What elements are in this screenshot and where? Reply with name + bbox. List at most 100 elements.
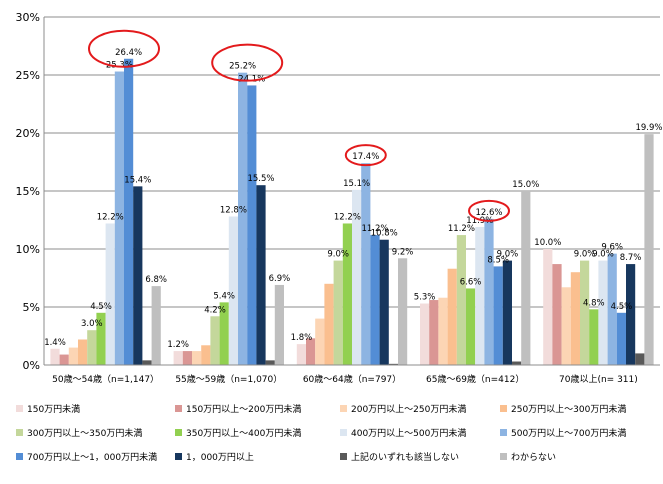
highlight-ellipse xyxy=(88,29,160,68)
bar xyxy=(151,286,161,365)
legend-label: 250万円以上～300万円未満 xyxy=(511,403,626,415)
bar xyxy=(438,297,448,365)
data-label: 9.6% xyxy=(601,243,623,253)
bar xyxy=(192,351,202,365)
x-category-label: 65歳～69歳（n=412） xyxy=(426,373,524,385)
legend-label: 150万円以上～200万円未満 xyxy=(186,403,301,415)
bar xyxy=(247,85,257,365)
bar xyxy=(420,303,430,365)
data-label: 9.2% xyxy=(392,247,414,257)
x-category-label: 55歳～59歳（n=1,070） xyxy=(175,373,282,385)
legend-swatch xyxy=(16,453,23,460)
highlight-ellipse xyxy=(211,43,284,82)
bar xyxy=(493,266,503,365)
data-label: 1.2% xyxy=(167,340,189,350)
data-label: 19.9% xyxy=(635,123,662,133)
data-label: 11.2% xyxy=(361,224,388,234)
bar xyxy=(50,348,60,365)
bar xyxy=(635,353,645,365)
bar xyxy=(324,283,334,365)
legend-swatch xyxy=(16,429,23,436)
legend-label: 1，000万円以上 xyxy=(186,452,254,463)
data-label: 4.2% xyxy=(204,305,226,315)
data-label: 11.2% xyxy=(448,224,475,234)
highlight-ellipse xyxy=(344,144,387,167)
legend-label: 150万円未満 xyxy=(27,403,80,415)
data-label: 4.5% xyxy=(90,302,112,312)
bar xyxy=(570,272,580,365)
bar xyxy=(398,258,408,365)
data-label: 10.8% xyxy=(371,229,398,239)
bar xyxy=(552,264,562,365)
bar xyxy=(484,218,494,365)
x-category-label: 70歳以上(n= 311) xyxy=(559,373,638,385)
y-tick-label: 0% xyxy=(23,359,40,372)
bar xyxy=(580,260,590,365)
legend-label: 350万円以上～400万円未満 xyxy=(186,427,301,439)
bar xyxy=(124,58,134,365)
data-label: 15.4% xyxy=(124,175,151,185)
data-label: 6.8% xyxy=(145,275,167,285)
bar xyxy=(315,318,325,365)
legend-swatch xyxy=(16,405,23,412)
bar xyxy=(388,363,398,365)
highlight-ellipse xyxy=(468,199,510,222)
legend-swatch xyxy=(340,405,347,412)
data-label: 9.0% xyxy=(497,250,519,260)
legend-label: 300万円以上～350万円未満 xyxy=(27,427,142,439)
bar xyxy=(96,312,106,365)
data-label: 8.7% xyxy=(620,253,642,263)
data-label: 9.0% xyxy=(592,250,614,260)
bar xyxy=(265,360,275,365)
bar xyxy=(173,351,183,365)
axes: 0% 5% 10% 15% 20% 25% 30% 50歳～54歳（n=1,147） 55歳～5… xyxy=(16,11,660,385)
bar xyxy=(456,235,466,365)
x-category-label: 60歳～64歳（n=797） xyxy=(303,373,401,385)
data-label: 12.2% xyxy=(97,212,124,222)
bar xyxy=(561,287,571,365)
bar xyxy=(644,134,654,365)
bar xyxy=(105,223,115,365)
data-label: 5.3% xyxy=(414,293,436,303)
legend-label: 200万円以上～250万円未満 xyxy=(351,403,466,415)
bar xyxy=(626,264,636,365)
bar xyxy=(589,309,599,365)
data-label: 15.0% xyxy=(512,180,539,190)
bar xyxy=(306,338,316,365)
bar xyxy=(512,361,522,365)
data-label: 11.9% xyxy=(466,216,493,226)
bar xyxy=(379,239,389,365)
bar xyxy=(342,223,352,365)
data-label: 5.4% xyxy=(213,291,235,301)
data-label: 12.6% xyxy=(475,208,502,218)
bar xyxy=(68,347,78,365)
bar xyxy=(598,260,608,365)
data-label: 25.2% xyxy=(229,62,256,72)
bar xyxy=(466,288,476,365)
y-tick-label: 15% xyxy=(16,185,40,198)
bar xyxy=(616,312,626,365)
bar xyxy=(114,71,124,366)
bar xyxy=(370,235,380,365)
legend-label: 上記のいずれも該当しない xyxy=(351,451,459,463)
bar xyxy=(429,300,439,365)
data-label: 26.4% xyxy=(115,48,142,58)
data-label: 1.8% xyxy=(291,333,313,343)
legend-label: わからない xyxy=(511,452,556,463)
legend: 150万円未満 150万円以上～200万円未満 200万円以上～250万円未満 250… xyxy=(16,403,626,463)
legend-swatch xyxy=(500,429,507,436)
data-label: 25.3% xyxy=(106,61,133,71)
bar xyxy=(607,253,617,365)
bar xyxy=(59,354,69,365)
data-label: 9.0% xyxy=(574,250,596,260)
bar xyxy=(142,360,152,365)
data-label: 4.8% xyxy=(583,298,605,308)
bar xyxy=(228,216,238,365)
data-label: 10.0% xyxy=(534,238,561,248)
bar xyxy=(182,351,192,365)
bar xyxy=(87,330,97,365)
y-tick-label: 30% xyxy=(16,11,40,24)
data-label: 4.5% xyxy=(611,302,633,312)
bar xyxy=(296,344,306,365)
